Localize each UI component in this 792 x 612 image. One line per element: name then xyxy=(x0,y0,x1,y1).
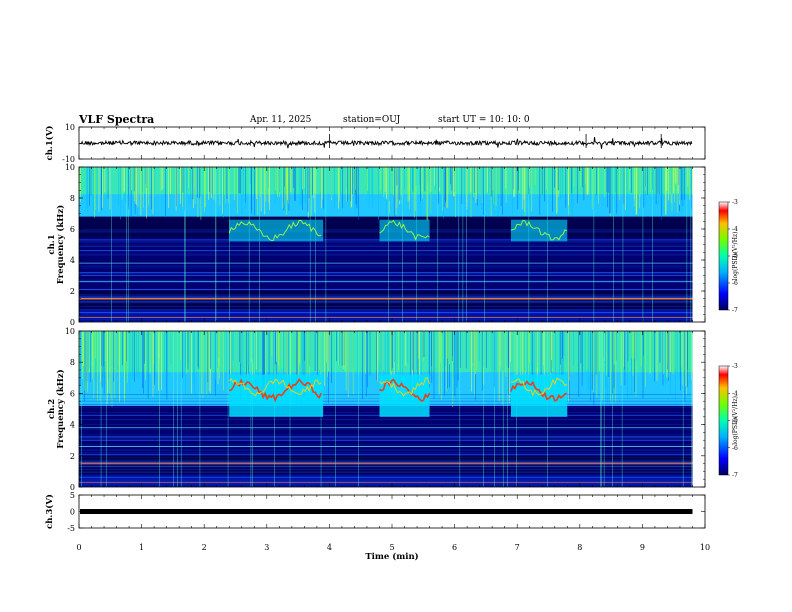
y-tick-label-1-2: 4 xyxy=(70,256,75,265)
y-tick-label-0-0: 10 xyxy=(65,123,75,132)
x-tick-label-3: 3 xyxy=(264,543,269,552)
timeseries-trace-3 xyxy=(80,509,693,514)
y-tick-label-1-3: 6 xyxy=(70,225,75,234)
colorbar-tick-2-1: -4 xyxy=(732,390,738,397)
y-tick-label-2-1: 2 xyxy=(70,452,75,461)
y-tick-label-2-5: 10 xyxy=(65,327,75,336)
y-tick-label-3-2: -5 xyxy=(67,524,75,533)
y-tick-label-2-0: 0 xyxy=(70,483,75,492)
colorbar-tick-2-0: -3 xyxy=(732,363,738,370)
x-tick-label-8: 8 xyxy=(577,543,582,552)
spectrogram-1 xyxy=(78,167,705,323)
colorbar-tick-1-3: -6 xyxy=(732,280,738,287)
x-tick-label-6: 6 xyxy=(452,543,457,552)
y-axis-label-1-channel: ch.1 xyxy=(47,234,57,254)
y-tick-label-1-4: 8 xyxy=(70,194,75,203)
y-tick-label-3-1: 0 xyxy=(70,508,75,517)
x-tick-label-4: 4 xyxy=(327,543,332,552)
x-tick-label-9: 9 xyxy=(640,543,645,552)
y-axis-label-2-frequency: Frequency (kHz) xyxy=(55,369,66,448)
station-label: station=OUJ xyxy=(343,115,401,125)
x-tick-label-1: 1 xyxy=(139,543,144,552)
timeseries-trace-0 xyxy=(79,134,693,149)
low-freq-band xyxy=(79,309,693,322)
no-data-region xyxy=(692,167,705,322)
upper-band-green xyxy=(79,167,693,195)
y-tick-label-1-1: 2 xyxy=(70,287,75,296)
chorus-region-0 xyxy=(229,374,324,417)
chorus-emission-2 xyxy=(510,219,568,241)
colorbar-tick-1-0: -3 xyxy=(732,199,738,206)
y-axis-label-0: ch.1(V) xyxy=(44,126,55,161)
x-tick-label-10: 10 xyxy=(700,543,710,552)
colorbar-tick-2-4: -7 xyxy=(732,472,738,479)
chorus-region-0 xyxy=(229,219,324,242)
y-tick-label-2-3: 6 xyxy=(70,389,75,398)
colorbar-tick-1-1: -4 xyxy=(732,226,738,233)
chorus-emission-upper-0 xyxy=(228,378,322,397)
spectrogram-2 xyxy=(79,331,705,487)
y-axis-label-2-channel: ch.2 xyxy=(47,399,57,419)
chorus-region-1 xyxy=(379,219,430,242)
ch1-trace-line xyxy=(79,137,693,149)
colorbar-1 xyxy=(718,201,729,311)
x-tick-label-0: 0 xyxy=(76,543,81,552)
y-tick-label-2-4: 8 xyxy=(70,358,75,367)
x-tick-label-7: 7 xyxy=(515,543,520,552)
chorus-emission-upper-1 xyxy=(379,377,430,397)
colorbar-tick-2-3: -6 xyxy=(732,445,738,452)
y-tick-label-2-2: 4 xyxy=(70,421,75,430)
chorus-emission-upper-2 xyxy=(510,377,568,397)
y-axis-label-3: ch.3(V) xyxy=(44,494,55,529)
chorus-emission-1 xyxy=(379,219,430,241)
chorus-emission-0 xyxy=(228,378,322,403)
chorus-emission-0 xyxy=(228,219,322,242)
chart-title: VLF Spectra xyxy=(79,113,155,126)
y-tick-label-0-1: -10 xyxy=(62,155,75,164)
colorbar-2 xyxy=(718,365,729,476)
y-tick-label-3-0: 5 xyxy=(70,491,75,500)
no-data-region xyxy=(692,331,705,487)
colorbar-tick-2-2: -5 xyxy=(732,418,738,425)
date-label: Apr. 11, 2025 xyxy=(250,115,312,125)
colorbar-label-2: log(PSD)(V²/Hz) xyxy=(732,396,739,445)
x-axis-label: Time (min) xyxy=(365,551,418,562)
colorbar-tick-1-4: -7 xyxy=(732,307,738,314)
colorbar-tick-1-2: -5 xyxy=(732,253,738,260)
y-tick-label-1-5: 10 xyxy=(65,163,75,172)
x-tick-label-5: 5 xyxy=(389,543,394,552)
x-tick-label-2: 2 xyxy=(202,543,207,552)
y-tick-label-1-0: 0 xyxy=(70,318,75,327)
start-ut-label: start UT = 10: 10: 0 xyxy=(438,115,530,125)
ch3-trace-band xyxy=(80,509,693,514)
chorus-emission-2 xyxy=(510,380,568,402)
colorbar-label-1: log(PSD)(V²/Hz) xyxy=(732,232,739,281)
y-axis-label-1-frequency: Frequency (kHz) xyxy=(55,205,66,284)
